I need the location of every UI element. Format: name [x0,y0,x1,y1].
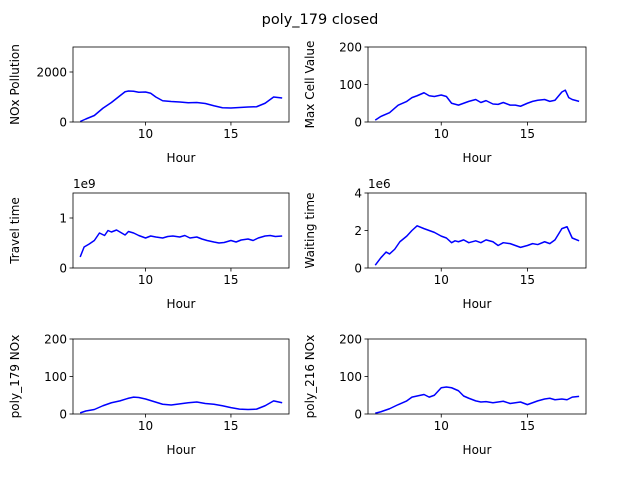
x-tick-label: 15 [520,127,535,141]
subplot-3: 10 15 0 1 Hour Travel time 1e9 [8,177,290,311]
x-tick-label: 10 [138,419,153,433]
y-tick-label: 0 [354,407,362,421]
x-tick-label: 10 [434,127,449,141]
axes-frame-1 [72,46,290,123]
x-tick-label: 15 [520,419,535,433]
series-line-2-1 [374,89,580,121]
y-tick-label: 2000 [36,65,67,79]
axes-frame-5 [72,338,290,415]
subplot-5: 10 15 0 100 200 Hour poly_179 NOx [8,332,290,457]
x-tick-label: 15 [223,273,238,287]
series-line-6-1 [375,386,580,414]
axes-frame-3 [72,192,290,269]
figure-title: poly_179 closed [262,12,379,28]
y-tick-label: 0 [59,261,67,275]
y-tick-label: 200 [339,332,362,346]
y-tick-label: 0 [59,407,67,421]
x-tick-label: 15 [223,419,238,433]
y-axis-label: Travel time [8,197,22,265]
subplot-2: 10 15 0 100 200 Hour Max Cell Value [303,40,587,165]
y-tick-label: 200 [44,332,67,346]
x-tick-label: 10 [138,273,153,287]
subplot-6: 10 15 0 100 200 Hour poly_216 NOx [303,332,587,457]
x-tick-label: 15 [223,127,238,141]
series-line-5-1 [79,396,283,414]
y-axis-label: Max Cell Value [303,41,317,129]
x-tick-label: 15 [520,273,535,287]
y-tick-label: 100 [339,370,362,384]
x-tick-label: 10 [434,419,449,433]
y-axis-label: poly_179 NOx [8,335,22,419]
y-tick-label: 4 [354,186,362,200]
axes-frame-4 [367,192,587,269]
subplot-4: 10 15 0 2 4 Hour Waiting time 1e6 [303,177,587,311]
x-axis-label: Hour [167,297,196,311]
y-tick-label: 1 [59,211,67,225]
x-axis-label: Hour [463,297,492,311]
y-tick-label: 0 [354,261,362,275]
axes-frame-2 [367,46,587,123]
axis-offset-text: 1e9 [73,177,96,191]
x-axis-label: Hour [167,151,196,165]
x-tick-label: 10 [138,127,153,141]
x-axis-label: Hour [463,443,492,457]
y-axis-label: Waiting time [303,193,317,269]
series-line-4-1 [374,225,580,266]
y-tick-label: 0 [354,115,362,129]
y-tick-label: 100 [44,370,67,384]
series-line-1-1 [79,90,283,123]
axis-offset-text: 1e6 [368,177,391,191]
y-tick-label: 2 [354,224,362,238]
series-line-3-1 [79,229,283,258]
x-tick-label: 10 [434,273,449,287]
y-axis-label: NOx Pollution [8,44,22,125]
x-axis-label: Hour [463,151,492,165]
y-tick-label: 0 [59,115,67,129]
subplot-1: 10 15 0 2000 Hour NOx Pollution [8,44,290,165]
y-tick-label: 100 [339,78,362,92]
y-axis-label: poly_216 NOx [303,335,317,419]
y-tick-label: 200 [339,40,362,54]
x-axis-label: Hour [167,443,196,457]
